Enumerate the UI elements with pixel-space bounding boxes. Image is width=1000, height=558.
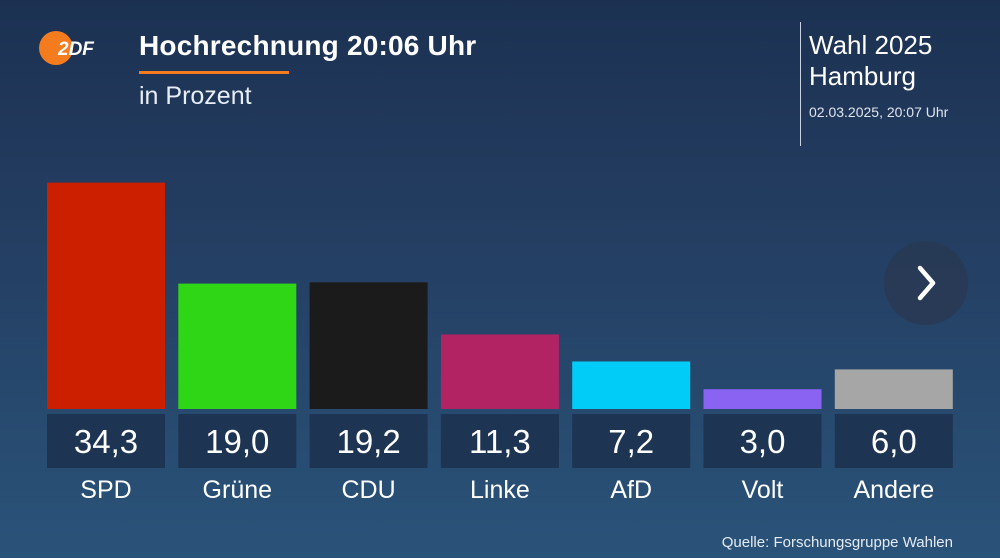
category-label-andere: Andere [853,476,934,504]
value-box-andere [834,414,953,468]
bar-volt [703,389,822,409]
category-label-gr-ne: Grüne [203,476,272,504]
next-button[interactable] [884,241,968,325]
election-info: Wahl 2025 Hamburg [809,30,932,92]
page-title: Hochrechnung 20:06 Uhr [139,30,477,61]
bar-afd [572,361,691,409]
page-subtitle: in Prozent [139,82,252,110]
value-box-volt [703,414,822,468]
source-note: Quelle: Forschungsgruppe Wahlen [721,534,953,551]
value-label-afd: 7,2 [608,423,654,460]
value-box-linke [440,414,559,468]
value-label-volt: 3,0 [740,423,786,460]
header-divider [800,22,801,146]
category-label-afd: AfD [610,476,652,504]
value-label-andere: 6,0 [871,423,917,460]
bar-linke [440,334,559,409]
zdf-logo-text: 2DF [57,39,95,60]
bar-gr-ne [178,283,297,409]
bar-andere [834,369,953,409]
election-name: Wahl 2025 [809,30,933,60]
category-label-linke: Linke [470,476,530,504]
category-label-volt: Volt [742,476,784,504]
bar-cdu [309,282,428,409]
value-label-gr-ne: 19,0 [205,423,269,460]
chevron-right-icon [917,265,936,301]
value-label-spd: 34,3 [74,423,138,460]
zdf-logo: 2DF [38,30,104,66]
value-label-cdu: 19,2 [336,423,400,460]
election-timestamp: 02.03.2025, 20:07 Uhr [809,104,949,120]
bar-spd [47,182,165,409]
value-box-cdu [309,414,428,468]
value-box-spd [47,414,165,468]
category-label-spd: SPD [80,476,131,504]
value-box-afd [572,414,691,468]
category-label-cdu: CDU [342,476,396,504]
value-label-linke: 11,3 [469,423,531,460]
election-region: Hamburg [809,61,916,91]
title-underline [139,71,289,74]
value-box-gr-ne [178,414,297,468]
